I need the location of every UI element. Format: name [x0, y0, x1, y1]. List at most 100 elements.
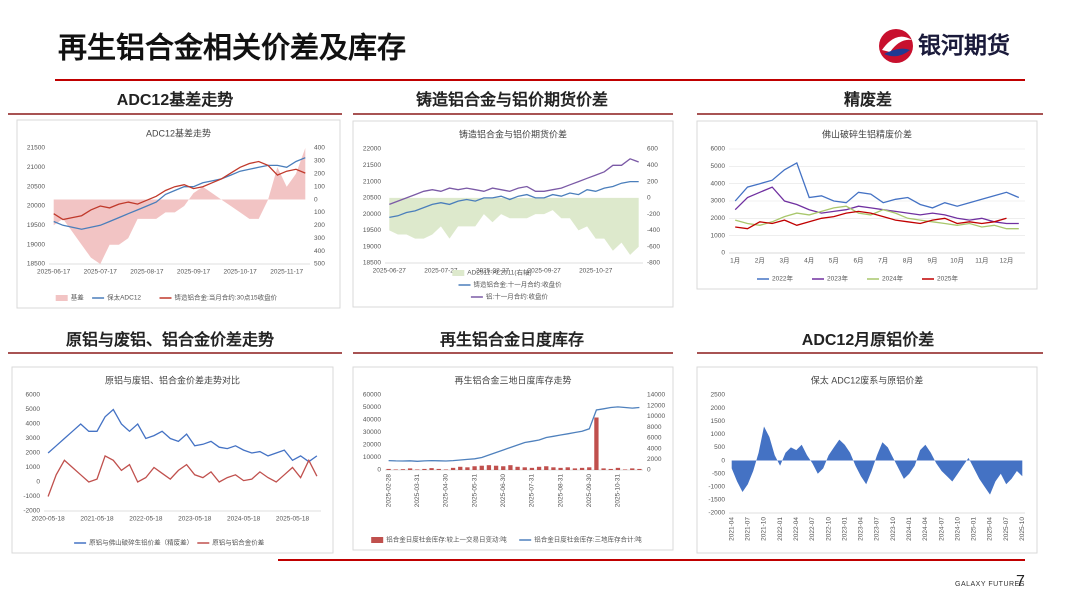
bar [415, 469, 420, 470]
y-tick-label: 22000 [363, 146, 381, 153]
x-tick-label: 2023-05-18 [178, 516, 212, 523]
bar [458, 466, 463, 470]
bar [393, 469, 398, 470]
area [53, 148, 306, 264]
x-tick-label: 2023-07 [874, 517, 881, 541]
y-tick-label: 4000 [647, 445, 662, 452]
y-tick-label: -1000 [708, 483, 725, 490]
section-heading: ADC12基差走势 [117, 90, 233, 109]
y-tick-label: 100 [314, 209, 325, 216]
chart-title: 铸造铝合金与铝价期货价差 [459, 128, 567, 139]
legend-label: 铝合金日度社会库存:三地库存合计:吨 [534, 535, 642, 544]
y-tick-label: 50000 [363, 404, 381, 411]
x-tick-label: 9月 [927, 257, 937, 265]
bar [472, 466, 477, 470]
x-tick-label: 2024-05-18 [227, 516, 261, 523]
chart-panel [352, 366, 674, 551]
bar [422, 468, 427, 470]
y-tick-label: 200 [314, 222, 325, 229]
bar [465, 467, 470, 470]
chart-panel [11, 366, 334, 554]
y-tick-label: 2000 [647, 456, 662, 463]
x-tick-label: 2025-10 [1019, 517, 1026, 541]
x-tick-label: 2023-01 [841, 517, 848, 541]
x-tick-label: 2023-10 [890, 517, 897, 541]
x-tick-label: 2024-04 [922, 517, 929, 541]
line [389, 180, 639, 219]
bar [508, 465, 513, 470]
y-tick-label: 300 [314, 235, 325, 242]
x-tick-label: 2023-04 [858, 517, 865, 541]
x-tick-label: 2021-07 [745, 517, 752, 541]
x-tick-label: 4月 [804, 257, 814, 265]
x-tick-label: 2025-09-17 [177, 269, 211, 276]
x-tick-label: 2025-06-30 [500, 474, 507, 508]
line [53, 160, 306, 221]
x-tick-label: 2025-06-17 [37, 269, 71, 276]
bar [572, 468, 578, 470]
y-tick-label: -1000 [23, 493, 40, 500]
y-tick-label: 18500 [27, 261, 45, 268]
x-tick-label: 7月 [878, 257, 888, 265]
y-tick-label: 200 [314, 170, 325, 177]
y-tick-label: 300 [314, 158, 325, 165]
y-tick-label: 3000 [26, 435, 41, 442]
x-tick-label: 5月 [829, 257, 839, 265]
y-tick-label: 0 [647, 195, 651, 202]
x-tick-label: 2025-08-31 [557, 474, 564, 508]
y-tick-label: 40000 [363, 417, 381, 424]
y-tick-label: 18500 [363, 260, 381, 267]
y-tick-label: 0 [721, 457, 725, 464]
x-tick-label: 2025-07-31 [529, 474, 536, 508]
legend-label: 2025年 [937, 274, 958, 283]
y-tick-label: -2000 [708, 510, 725, 517]
section-heading: 再生铝合金日度库存 [440, 330, 584, 349]
y-tick-label: 2000 [711, 405, 726, 412]
y-tick-label: 400 [314, 248, 325, 255]
legend-label: 原铝与铝合金价差 [212, 538, 264, 547]
x-tick-label: 11月 [975, 257, 988, 265]
x-tick-label: 2022-04 [793, 517, 800, 541]
y-tick-label: -1500 [708, 497, 725, 504]
x-tick-label: 6月 [853, 257, 863, 265]
x-tick-label: 2021-10 [761, 517, 768, 541]
y-tick-label: 1000 [26, 464, 41, 471]
legend-label: 2022年 [772, 274, 793, 283]
y-tick-label: 21500 [363, 162, 381, 169]
x-tick-label: 2025-04-30 [443, 474, 450, 508]
bar [529, 467, 535, 470]
x-tick-label: 2025-10-27 [579, 268, 613, 275]
y-tick-label: -600 [647, 243, 660, 250]
y-tick-label: 0 [647, 467, 651, 474]
section-heading: 铸造铝合金与铝价期货价差 [416, 90, 608, 109]
x-tick-label: 2024-10 [954, 517, 961, 541]
y-tick-label: 6000 [26, 392, 41, 399]
chart-panel [696, 366, 1038, 554]
y-tick-label: 1500 [711, 418, 726, 425]
x-tick-label: 2025-07-27 [424, 268, 458, 275]
line [734, 186, 1019, 225]
y-tick-label: 400 [647, 162, 658, 169]
legend-label: 2023年 [827, 274, 848, 283]
x-tick-label: 2025-09-27 [527, 268, 561, 275]
line [47, 408, 318, 463]
chart-title: 佛山破碎生铝精废价差 [822, 128, 912, 139]
area [389, 197, 639, 255]
x-tick-label: 2024-07 [938, 517, 945, 541]
legend-marker [371, 537, 384, 543]
footer-brand: GALAXY FUTURES [955, 581, 1025, 588]
bar [622, 469, 628, 470]
y-tick-label: 2000 [26, 450, 41, 457]
y-tick-label: 400 [314, 145, 325, 152]
x-tick-label: 2022-05-18 [129, 516, 163, 523]
bar [587, 467, 592, 470]
bar [601, 468, 606, 470]
y-tick-label: 20500 [363, 195, 381, 202]
y-tick-label: 3000 [711, 198, 726, 205]
y-tick-label: 21000 [363, 178, 381, 185]
y-tick-label: 5000 [26, 406, 41, 413]
x-tick-label: 2025-09-30 [586, 474, 593, 508]
bar [637, 468, 642, 470]
y-tick-label: 12000 [647, 402, 665, 409]
